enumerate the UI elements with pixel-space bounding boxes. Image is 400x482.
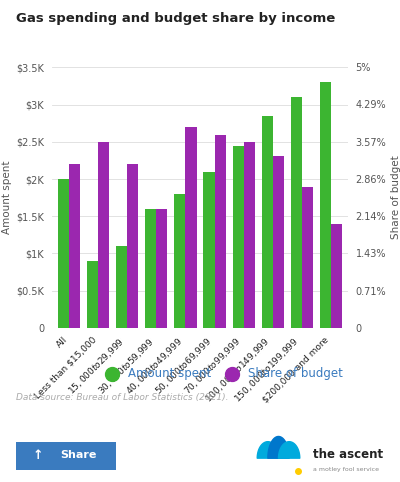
- Bar: [302, 187, 312, 328]
- Bar: [156, 209, 168, 328]
- Bar: [204, 172, 214, 328]
- Bar: [320, 82, 330, 328]
- Bar: [214, 134, 226, 328]
- Bar: [128, 164, 138, 328]
- Text: Amount spent: Amount spent: [128, 367, 211, 380]
- Y-axis label: Share of budget: Share of budget: [390, 156, 400, 240]
- FancyBboxPatch shape: [8, 440, 124, 472]
- Text: Share of budget: Share of budget: [248, 367, 343, 380]
- Bar: [272, 157, 284, 328]
- Bar: [186, 127, 196, 328]
- Bar: [98, 142, 110, 328]
- Y-axis label: Amount spent: Amount spent: [2, 161, 12, 234]
- Text: ↑: ↑: [33, 449, 43, 462]
- Bar: [290, 97, 302, 328]
- Bar: [330, 224, 342, 328]
- Bar: [232, 146, 244, 328]
- Bar: [58, 179, 70, 328]
- Bar: [174, 194, 186, 328]
- Text: Gas spending and budget share by income: Gas spending and budget share by income: [16, 12, 335, 25]
- Bar: [244, 142, 254, 328]
- Text: the ascent: the ascent: [313, 448, 383, 461]
- Bar: [116, 246, 128, 328]
- Bar: [70, 164, 80, 328]
- Text: a motley fool service: a motley fool service: [313, 467, 379, 472]
- Text: Share: Share: [60, 450, 96, 460]
- Bar: [146, 209, 156, 328]
- Bar: [88, 261, 98, 328]
- Text: Data source: Bureau of Labor Statistics (2021).: Data source: Bureau of Labor Statistics …: [16, 393, 228, 402]
- Bar: [262, 116, 272, 328]
